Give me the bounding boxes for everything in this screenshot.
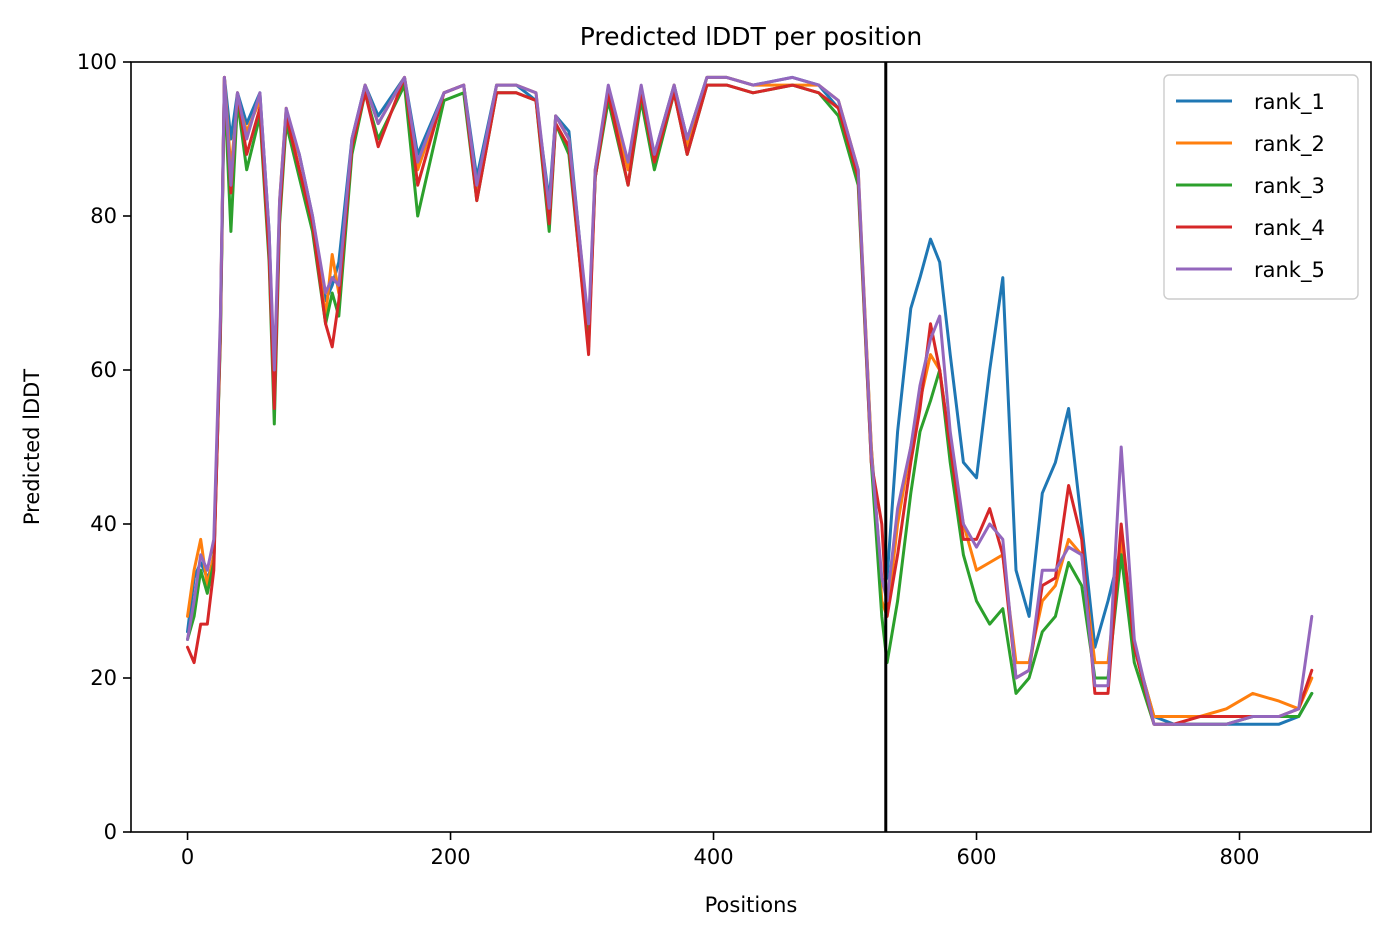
y-tick-label: 0 xyxy=(104,820,117,844)
x-tick-label: 0 xyxy=(181,845,194,869)
plot-series xyxy=(186,75,1314,726)
legend-label-2: rank_2 xyxy=(1254,132,1325,157)
y-tick-label: 100 xyxy=(77,50,117,74)
x-axis-ticks: 0 200 400 600 800 xyxy=(181,832,1260,869)
legend-label-1: rank_1 xyxy=(1254,90,1325,115)
series-line-5 xyxy=(186,75,1314,726)
y-tick-label: 20 xyxy=(90,666,117,690)
y-tick-label: 40 xyxy=(90,512,117,536)
x-tick-label: 400 xyxy=(693,845,733,869)
y-axis-label: Predicted lDDT xyxy=(20,369,44,525)
legend-label-4: rank_4 xyxy=(1254,216,1325,241)
chart-title: Predicted lDDT per position xyxy=(580,22,922,51)
legend-box xyxy=(1163,74,1359,300)
x-tick-label: 800 xyxy=(1219,845,1259,869)
plot-frame xyxy=(130,61,1372,833)
x-tick-label: 600 xyxy=(956,845,996,869)
legend-label-5: rank_5 xyxy=(1254,258,1325,283)
legend-label-3: rank_3 xyxy=(1254,174,1325,199)
x-axis-label: Positions xyxy=(705,893,798,917)
legend: rank_1 rank_2 rank_3 rank_4 rank_5 xyxy=(1163,74,1359,300)
y-tick-label: 80 xyxy=(90,204,117,228)
x-tick-label: 200 xyxy=(430,845,470,869)
y-tick-label: 60 xyxy=(90,358,117,382)
y-axis-ticks: 0 20 40 60 80 100 xyxy=(77,50,131,844)
